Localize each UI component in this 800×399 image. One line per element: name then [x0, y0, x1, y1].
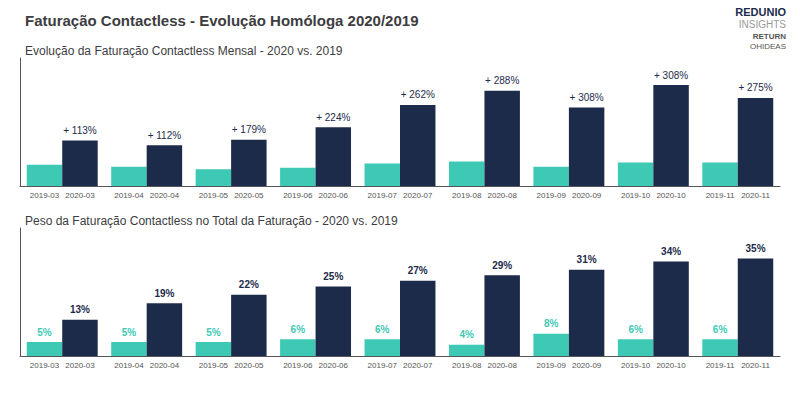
svg-text:2020-08: 2020-08 [487, 191, 517, 200]
svg-text:2019-04: 2019-04 [114, 191, 144, 200]
svg-text:2019-10: 2019-10 [621, 361, 651, 370]
svg-text:27%: 27% [408, 265, 428, 276]
svg-text:+ 288%: + 288% [485, 75, 519, 86]
svg-text:5%: 5% [37, 327, 52, 338]
svg-text:+ 179%: + 179% [232, 124, 266, 135]
svg-text:INSIGHTS: INSIGHTS [739, 19, 787, 30]
svg-text:2019-08: 2019-08 [452, 361, 482, 370]
svg-text:+ 275%: + 275% [738, 82, 772, 93]
svg-text:2019-04: 2019-04 [114, 361, 144, 370]
svg-text:REDUNIO: REDUNIO [735, 6, 786, 18]
svg-text:6%: 6% [713, 324, 728, 335]
svg-text:+ 113%: + 113% [63, 125, 97, 136]
svg-text:2020-03: 2020-03 [65, 361, 95, 370]
svg-text:+ 308%: + 308% [654, 70, 688, 81]
svg-text:25%: 25% [323, 271, 343, 282]
svg-text:2019-05: 2019-05 [199, 191, 229, 200]
svg-text:2019-10: 2019-10 [621, 191, 651, 200]
svg-text:2019-07: 2019-07 [368, 361, 398, 370]
svg-text:2019-08: 2019-08 [452, 191, 482, 200]
svg-text:2020-09: 2020-09 [572, 191, 602, 200]
svg-text:2019-11: 2019-11 [706, 191, 735, 200]
svg-text:5%: 5% [122, 327, 137, 338]
svg-text:+ 224%: + 224% [316, 112, 350, 123]
svg-text:5%: 5% [206, 327, 221, 338]
svg-text:2019-06: 2019-06 [283, 191, 313, 200]
svg-text:2020-10: 2020-10 [656, 191, 686, 200]
svg-text:31%: 31% [577, 254, 597, 265]
svg-text:2019-09: 2019-09 [536, 361, 566, 370]
svg-text:2019-03: 2019-03 [30, 361, 60, 370]
svg-text:29%: 29% [492, 260, 512, 271]
svg-text:2020-07: 2020-07 [403, 361, 433, 370]
svg-text:2020-10: 2020-10 [656, 361, 686, 370]
svg-text:2020-04: 2020-04 [150, 361, 180, 370]
svg-text:2020-05: 2020-05 [234, 361, 264, 370]
svg-text:4%: 4% [459, 329, 474, 340]
svg-text:2020-05: 2020-05 [234, 191, 264, 200]
svg-text:2020-11: 2020-11 [741, 191, 770, 200]
svg-text:2020-07: 2020-07 [403, 191, 433, 200]
svg-text:2019-06: 2019-06 [283, 361, 313, 370]
svg-text:2019-05: 2019-05 [199, 361, 229, 370]
svg-text:35%: 35% [746, 243, 766, 254]
svg-text:2020-03: 2020-03 [65, 191, 95, 200]
svg-text:2019-09: 2019-09 [536, 191, 566, 200]
svg-text:2019-11: 2019-11 [706, 361, 735, 370]
svg-text:2020-08: 2020-08 [487, 361, 517, 370]
svg-text:+ 112%: + 112% [148, 130, 182, 141]
svg-text:8%: 8% [544, 318, 559, 329]
svg-text:2020-09: 2020-09 [572, 361, 602, 370]
svg-text:OHIDEAS: OHIDEAS [750, 42, 786, 51]
svg-text:6%: 6% [291, 324, 306, 335]
svg-text:2019-03: 2019-03 [30, 191, 60, 200]
svg-text:13%: 13% [70, 304, 90, 315]
svg-text:2020-04: 2020-04 [150, 191, 180, 200]
svg-text:6%: 6% [375, 324, 390, 335]
svg-text:Evolução da Faturação Contactl: Evolução da Faturação Contactless Mensal… [25, 44, 343, 58]
svg-text:2020-06: 2020-06 [319, 191, 349, 200]
svg-text:+ 308%: + 308% [570, 92, 604, 103]
svg-text:2020-11: 2020-11 [741, 361, 770, 370]
svg-text:Peso da Faturação Contactless: Peso da Faturação Contactless no Total d… [25, 214, 398, 228]
svg-text:Faturação Contactless - Evoluç: Faturação Contactless - Evolução Homólog… [25, 12, 418, 29]
svg-text:+ 262%: + 262% [401, 89, 435, 100]
svg-text:2020-06: 2020-06 [319, 361, 349, 370]
svg-text:19%: 19% [154, 288, 174, 299]
svg-text:22%: 22% [239, 279, 259, 290]
svg-text:34%: 34% [661, 246, 681, 257]
svg-text:6%: 6% [628, 324, 643, 335]
svg-text:2019-07: 2019-07 [368, 191, 398, 200]
svg-text:RETURN: RETURN [753, 32, 787, 41]
